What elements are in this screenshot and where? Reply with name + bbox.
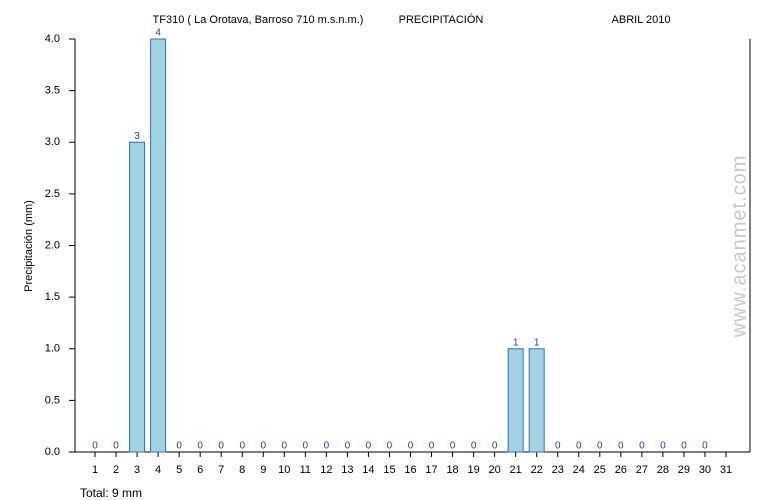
- value-label: 0: [576, 441, 582, 452]
- x-tick-label: 11: [300, 464, 311, 476]
- y-tick-label: 2.5: [45, 188, 60, 200]
- x-tick-label: 19: [467, 464, 479, 476]
- value-label: 0: [555, 441, 561, 452]
- value-label: 0: [92, 441, 98, 452]
- value-label: 0: [113, 441, 119, 452]
- y-tick-label: 0.0: [45, 446, 60, 458]
- value-label: 4: [155, 28, 161, 39]
- x-tick-label: 17: [425, 464, 437, 476]
- y-tick-label: 1.5: [45, 291, 60, 303]
- x-tick-label: 30: [699, 464, 711, 476]
- x-tick-label: 8: [239, 464, 245, 476]
- y-tick-label: 4.0: [45, 33, 60, 45]
- value-label: 0: [639, 441, 645, 452]
- value-label: 0: [597, 441, 603, 452]
- x-tick-label: 22: [531, 464, 543, 476]
- x-tick-label: 2: [113, 464, 119, 476]
- x-tick-label: 25: [594, 464, 606, 476]
- value-label: 0: [429, 441, 435, 452]
- x-tick-label: 3: [134, 464, 140, 476]
- x-tick-label: 12: [320, 464, 332, 476]
- x-tick-label: 23: [552, 464, 564, 476]
- y-tick-label: 3.5: [45, 85, 60, 97]
- value-label: 0: [239, 441, 245, 452]
- value-label: 0: [387, 441, 393, 452]
- y-tick-label: 3.0: [45, 136, 60, 148]
- x-tick-label: 16: [404, 464, 416, 476]
- value-label: 0: [471, 441, 477, 452]
- bar: [150, 38, 167, 453]
- chart-subtitle: PRECIPITACIÓN: [399, 13, 484, 26]
- x-tick-label: 31: [720, 464, 732, 476]
- value-label: 0: [176, 441, 182, 452]
- value-label: 1: [513, 337, 519, 348]
- y-tick-label: 0.5: [45, 394, 60, 406]
- x-tick-label: 26: [615, 464, 627, 476]
- x-tick-label: 1: [92, 464, 98, 476]
- x-tick-label: 9: [260, 464, 266, 476]
- value-label: 0: [618, 441, 624, 452]
- x-tick-label: 14: [362, 464, 374, 476]
- y-tick-label: 2.0: [45, 239, 60, 251]
- x-tick-label: 6: [197, 464, 203, 476]
- x-tick-label: 18: [446, 464, 458, 476]
- x-tick-label: 24: [573, 464, 585, 476]
- value-label: 0: [260, 441, 266, 452]
- bar: [528, 348, 545, 453]
- bar: [507, 348, 524, 453]
- value-label: 0: [408, 441, 414, 452]
- x-tick-label: 15: [383, 464, 395, 476]
- value-label: 3: [134, 131, 140, 142]
- value-label: 0: [303, 441, 309, 452]
- x-tick-label: 7: [218, 464, 224, 476]
- x-tick-label: 20: [489, 464, 501, 476]
- value-label: 1: [534, 337, 540, 348]
- x-tick-label: 27: [636, 464, 648, 476]
- y-tick-label: 1.0: [45, 343, 60, 355]
- value-label: 0: [366, 441, 372, 452]
- value-label: 0: [702, 441, 708, 452]
- x-tick-label: 10: [278, 464, 290, 476]
- value-label: 0: [681, 441, 687, 452]
- value-label: 0: [345, 441, 351, 452]
- x-tick-label: 29: [678, 464, 690, 476]
- chart-period: ABRIL 2010: [612, 14, 671, 26]
- x-tick-label: 13: [341, 464, 353, 476]
- chart-title: TF310 ( La Orotava, Barroso 710 m.s.n.m.…: [153, 14, 364, 26]
- value-label: 0: [492, 441, 498, 452]
- value-label: 0: [197, 441, 203, 452]
- x-tick-label: 21: [510, 464, 522, 476]
- bar: [129, 141, 146, 453]
- watermark: www.acanmet.com: [728, 155, 750, 339]
- x-tick-label: 5: [176, 464, 182, 476]
- value-label: 0: [282, 441, 288, 452]
- value-label: 0: [660, 441, 666, 452]
- y-axis-label: Precipitación (mm): [23, 200, 35, 292]
- footer-total: Total: 9 mm: [80, 486, 142, 500]
- value-label: 0: [324, 441, 330, 452]
- x-tick-label: 4: [155, 464, 161, 476]
- x-tick-label: 28: [657, 464, 669, 476]
- value-label: 0: [218, 441, 224, 452]
- value-label: 0: [450, 441, 456, 452]
